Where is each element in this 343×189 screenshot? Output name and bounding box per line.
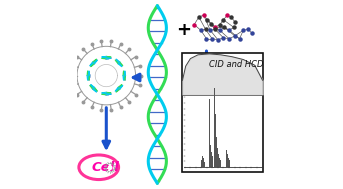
Bar xyxy=(212,156,213,167)
Text: +: + xyxy=(176,21,191,39)
Bar xyxy=(210,145,211,167)
Text: CID and HCD: CID and HCD xyxy=(209,60,263,69)
Bar xyxy=(201,160,202,167)
Bar xyxy=(219,158,220,167)
Bar xyxy=(227,154,228,167)
Bar xyxy=(209,99,210,167)
Ellipse shape xyxy=(79,155,119,180)
Bar xyxy=(217,148,218,167)
Bar xyxy=(218,154,219,167)
Bar xyxy=(204,162,205,167)
Bar xyxy=(220,160,221,167)
Bar xyxy=(203,158,204,167)
Circle shape xyxy=(108,166,112,169)
Bar xyxy=(216,137,217,167)
Text: Cell: Cell xyxy=(91,161,119,174)
Bar xyxy=(211,152,212,167)
Bar xyxy=(214,88,215,167)
Bar xyxy=(226,150,227,167)
FancyBboxPatch shape xyxy=(182,53,263,172)
Bar xyxy=(215,114,216,167)
Bar xyxy=(202,156,203,167)
Circle shape xyxy=(95,64,117,87)
